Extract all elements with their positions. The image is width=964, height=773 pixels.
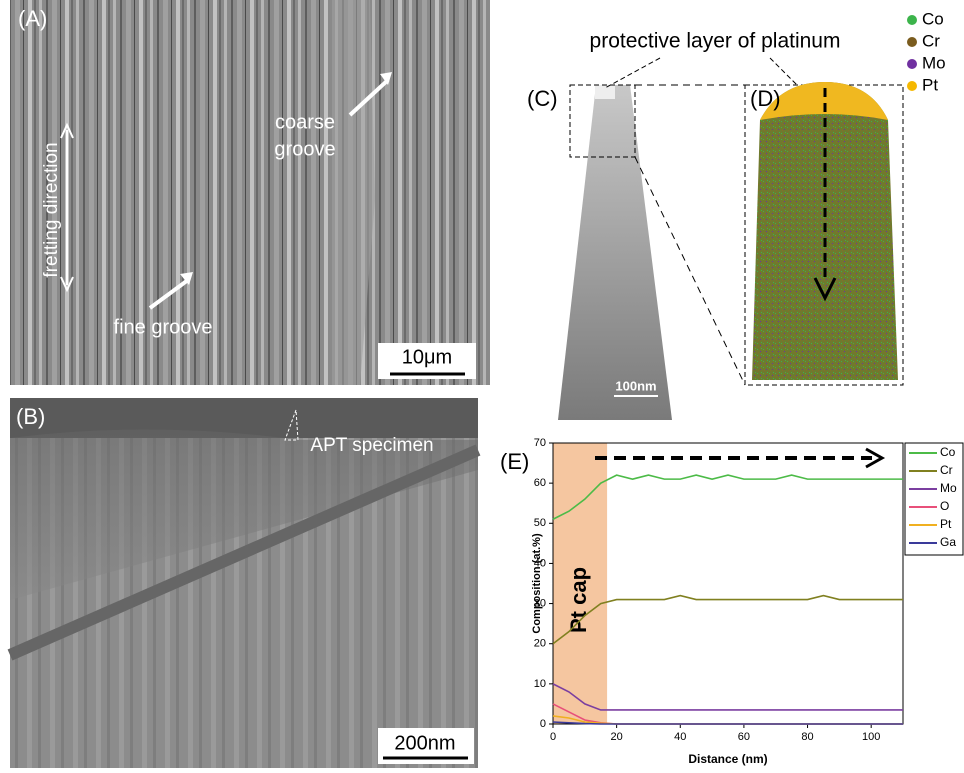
legend-swatch	[907, 15, 917, 25]
legend-label: Mo	[940, 481, 957, 495]
annotation: fine groove	[114, 316, 213, 338]
panel-label: (B)	[16, 404, 45, 429]
annotation: coarse	[275, 111, 335, 133]
legend-swatch	[907, 37, 917, 47]
micrograph-a	[10, 0, 490, 385]
x-tick-label: 100	[862, 731, 880, 743]
x-tick-label: 60	[738, 731, 750, 743]
legend-label: Ga	[940, 535, 956, 549]
legend-label: Pt	[940, 517, 952, 531]
scale-label: 100nm	[615, 378, 656, 393]
legend-label: Mo	[922, 53, 946, 72]
y-tick-label: 60	[534, 477, 546, 489]
y-tick-label: 10	[534, 678, 546, 690]
annotation: fretting direction	[41, 142, 62, 277]
legend-label: O	[940, 499, 949, 513]
x-axis-label: Distance (nm)	[688, 752, 767, 766]
x-tick-label: 40	[674, 731, 686, 743]
legend-label: Co	[940, 445, 956, 459]
figure: (A) fretting direction coarse groove fin…	[0, 0, 964, 768]
annotation: groove	[274, 138, 335, 160]
x-tick-label: 80	[801, 731, 813, 743]
annotation: protective layer of platinum	[590, 30, 841, 53]
annotation: APT specimen	[310, 435, 433, 456]
legend-swatch	[907, 59, 917, 69]
x-tick-label: 20	[611, 731, 623, 743]
y-tick-label: 20	[534, 638, 546, 650]
panel-label: (D)	[750, 86, 781, 111]
legend-label: Co	[922, 9, 944, 28]
panel-label: (C)	[527, 86, 558, 111]
legend-label: Pt	[922, 75, 938, 94]
y-tick-label: 0	[540, 718, 546, 730]
x-tick-label: 0	[550, 731, 556, 743]
y-axis-label: Composition (at.%)	[531, 533, 543, 634]
panel-label: (A)	[18, 6, 47, 31]
leader	[605, 58, 800, 88]
legend-swatch	[907, 81, 917, 91]
legend-label: Cr	[922, 31, 940, 50]
legend-label: Cr	[940, 463, 953, 477]
y-tick-label: 50	[534, 517, 546, 529]
scale-label: 200nm	[394, 732, 455, 754]
scale-label: 10μm	[402, 346, 452, 368]
pt-cap	[595, 85, 615, 99]
tip-image	[558, 85, 672, 420]
panel-label: (E)	[500, 449, 529, 474]
y-tick-label: 70	[534, 437, 546, 449]
legend: Co Cr Mo Pt	[907, 9, 946, 94]
